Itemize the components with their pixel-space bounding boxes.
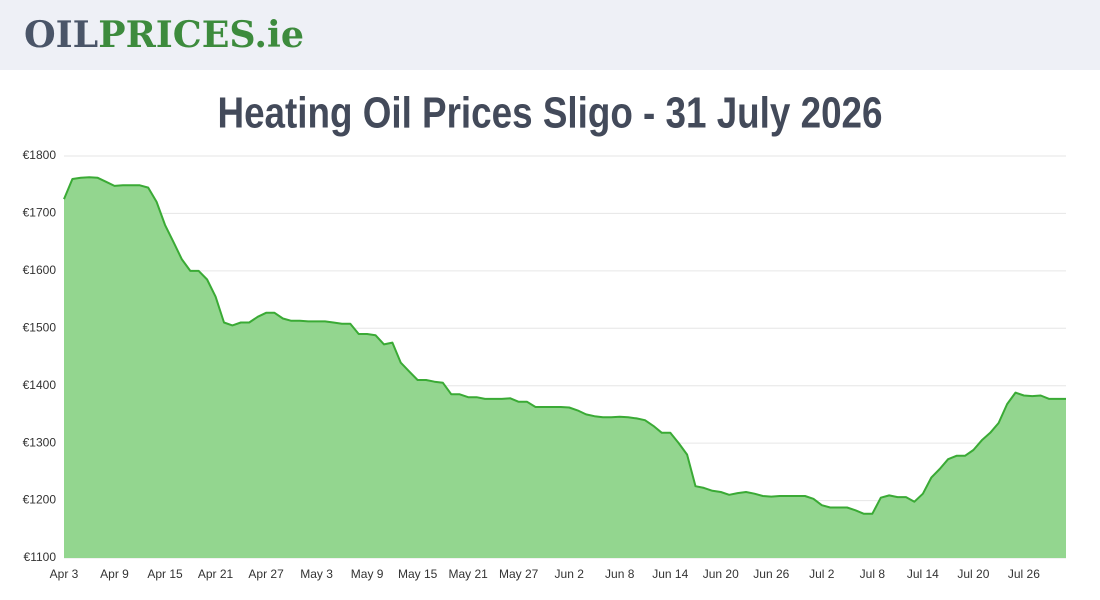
y-tick-label: €1400	[23, 378, 57, 392]
x-tick-label: Apr 27	[248, 567, 284, 581]
x-tick-label: Jun 14	[652, 567, 688, 581]
y-tick-label: €1200	[23, 493, 57, 507]
x-tick-label: Jun 26	[753, 567, 789, 581]
x-tick-label: Jul 8	[860, 567, 886, 581]
x-tick-label: Apr 21	[198, 567, 234, 581]
logo-part: PRICES.ie	[98, 14, 304, 56]
x-tick-label: Jun 8	[605, 567, 635, 581]
header-bar	[0, 0, 1100, 70]
x-tick-label: Jul 20	[957, 567, 989, 581]
logo[interactable]: OILPRICES.ie	[24, 14, 304, 56]
area-fill	[64, 177, 1066, 558]
x-tick-label: Apr 9	[100, 567, 129, 581]
chart-title: Heating Oil Prices Sligo - 31 July 2026	[218, 89, 883, 138]
x-tick-label: May 15	[398, 567, 438, 581]
y-tick-label: €1800	[23, 148, 57, 162]
x-tick-label: Apr 15	[147, 567, 183, 581]
line	[63, 176, 1066, 515]
y-tick-label: €1600	[23, 263, 57, 277]
x-tick-label: May 21	[448, 567, 488, 581]
x-tick-label: May 3	[300, 567, 333, 581]
y-tick-label: €1100	[24, 550, 57, 564]
x-tick-label: Apr 3	[50, 567, 79, 581]
y-tick-label: €1500	[23, 320, 57, 334]
x-tick-label: Jul 2	[809, 567, 835, 581]
x-tick-label: Jun 2	[555, 567, 585, 581]
x-tick-label: Jun 20	[703, 567, 739, 581]
logo-part: OIL	[24, 14, 98, 56]
x-tick-label: May 27	[499, 567, 539, 581]
y-tick-label: €1700	[23, 206, 57, 220]
y-tick-label: €1300	[23, 435, 57, 449]
x-tick-label: Jul 26	[1008, 567, 1040, 581]
x-tick-label: May 9	[351, 567, 384, 581]
x-tick-label: Jul 14	[907, 567, 939, 581]
